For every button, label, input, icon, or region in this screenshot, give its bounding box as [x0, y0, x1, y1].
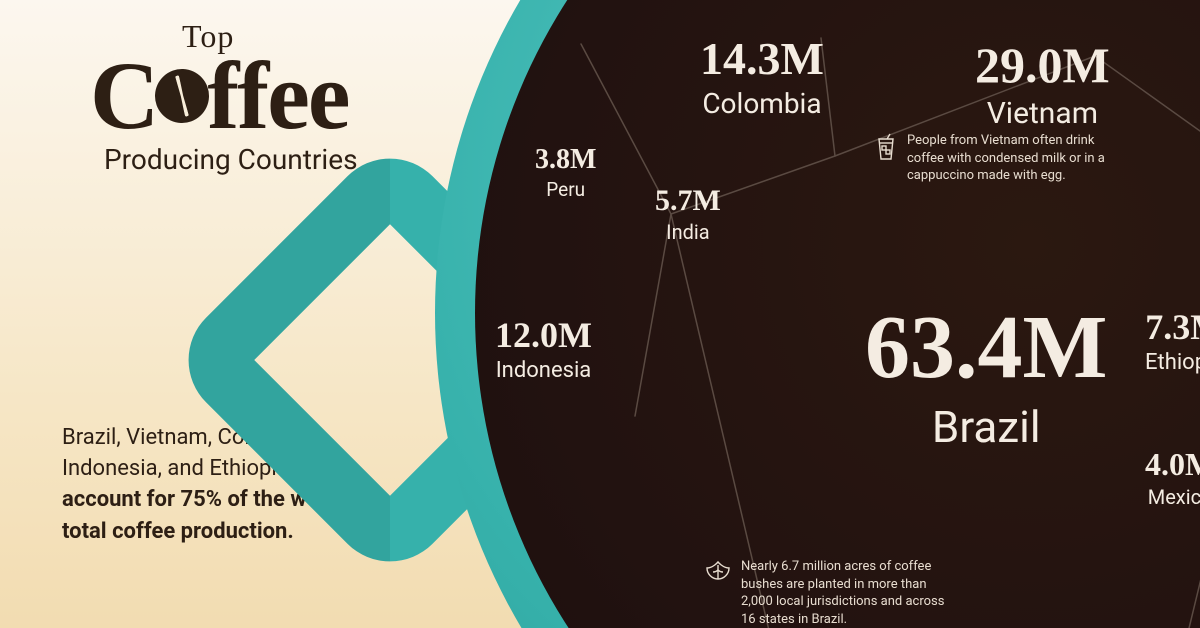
country-indonesia: 12.0MIndonesia	[495, 314, 592, 383]
iced-coffee-icon	[875, 132, 897, 167]
country-name: Peru	[535, 178, 596, 201]
country-name: Ethiopia	[1145, 350, 1200, 375]
country-mexico: 4.0MMexico	[1145, 446, 1200, 509]
country-value: 14.3M	[700, 32, 824, 85]
title-main: C ffee	[90, 55, 358, 137]
leaf-icon	[705, 558, 731, 587]
fact-vietnam: People from Vietnam often drink coffee w…	[875, 132, 1127, 185]
title-main-prefix: C	[90, 55, 157, 137]
title-block: Top C ffee Producing Countries	[90, 18, 358, 176]
country-india: 5.7MIndia	[655, 184, 721, 244]
country-vietnam: 29.0MVietnam	[975, 36, 1110, 131]
country-value: 12.0M	[495, 314, 592, 356]
cup-fill: 63.4MBrazil 29.0MVietnam 14.3MColombia 12.0…	[475, 0, 1200, 628]
fact-text: Nearly 6.7 million acres of coffee bushe…	[741, 558, 961, 628]
country-name: Vietnam	[975, 96, 1110, 131]
country-peru: 3.8MPeru	[535, 144, 596, 201]
fact-text: People from Vietnam often drink coffee w…	[907, 132, 1127, 185]
country-name: Brazil	[865, 401, 1107, 453]
infographic-canvas: Top C ffee Producing Countries Brazil, V…	[0, 0, 1200, 628]
country-name: Indonesia	[495, 358, 592, 383]
country-value: 4.0M	[1145, 446, 1200, 483]
country-value: 7.3M	[1145, 306, 1200, 348]
country-ethiopia: 7.3MEthiopia	[1145, 306, 1200, 375]
country-value: 63.4M	[865, 296, 1107, 399]
fact-brazil: Nearly 6.7 million acres of coffee bushe…	[705, 558, 961, 628]
country-name: Colombia	[700, 87, 824, 120]
country-brazil: 63.4MBrazil	[865, 296, 1107, 453]
title-sub: Producing Countries	[104, 143, 358, 176]
country-name: India	[655, 220, 721, 244]
country-name: Mexico	[1145, 485, 1200, 509]
title-main-suffix: ffee	[207, 55, 348, 137]
country-value: 29.0M	[975, 36, 1110, 94]
country-colombia: 14.3MColombia	[700, 32, 824, 120]
country-value: 3.8M	[535, 144, 596, 176]
country-value: 5.7M	[655, 184, 721, 218]
